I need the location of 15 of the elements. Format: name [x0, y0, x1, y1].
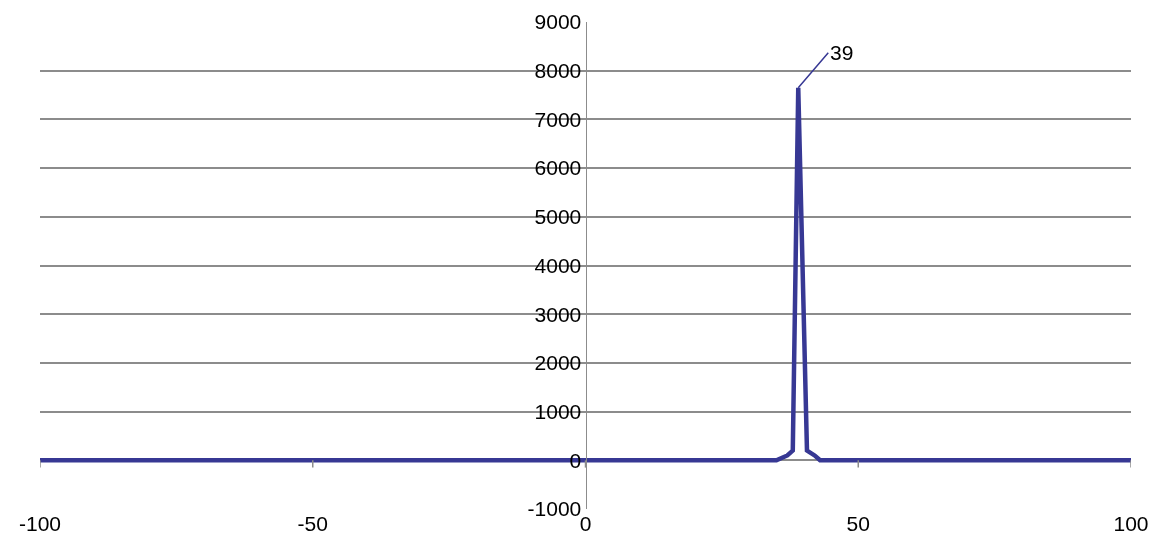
y-tick-label: 1000 [534, 399, 582, 423]
y-tick-label: 7000 [534, 107, 582, 131]
y-tick-label: 4000 [534, 253, 582, 277]
x-tick-label: 100 [1113, 512, 1149, 535]
y-tick-label: -1000 [527, 497, 582, 521]
y-tick-label: 6000 [534, 156, 582, 180]
x-tick-label: -100 [18, 512, 62, 535]
y-tick-label: 9000 [534, 10, 582, 34]
annotation: 39 [830, 41, 854, 64]
x-tick-label: -50 [297, 512, 328, 535]
x-tick-label: 50 [846, 512, 870, 535]
y-tick-label: 3000 [534, 302, 582, 326]
y-tick-label: 5000 [534, 205, 582, 229]
y-tick-label: 8000 [534, 59, 582, 83]
y-tick-label: 2000 [534, 351, 582, 375]
